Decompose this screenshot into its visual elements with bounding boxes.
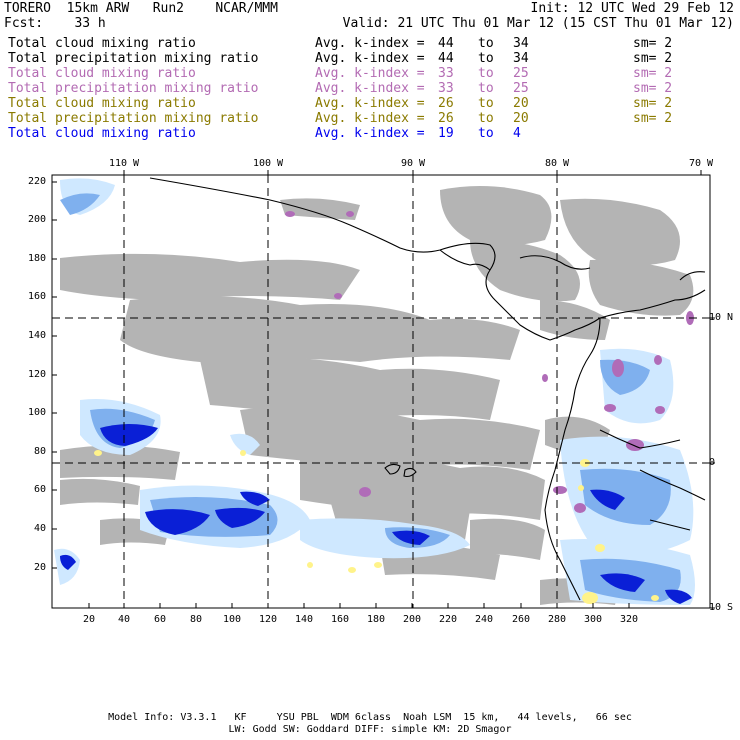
init-time: Init: 12 UTC Wed 29 Feb 12: [530, 1, 735, 16]
x-tick-label: 200: [402, 614, 422, 625]
cloud-field: [60, 186, 694, 605]
legend-from: 44: [438, 36, 454, 51]
x-tick-label: 180: [366, 614, 386, 625]
legend-kidx: Avg. k-index =: [315, 51, 425, 66]
y-tick-label: 80: [33, 446, 46, 457]
lat-label: 10 N: [709, 312, 734, 323]
legend-kidx: Avg. k-index =: [315, 36, 425, 51]
y-tick-label: 220: [27, 176, 46, 187]
lon-label: 70 W: [688, 158, 714, 169]
x-tick-label: 300: [583, 614, 603, 625]
legend-field: Total cloud mixing ratio: [8, 96, 196, 111]
x-tick-label: 100: [222, 614, 242, 625]
legend-from: 26: [438, 111, 454, 126]
y-tick-label: 100: [27, 407, 46, 418]
legend-sm: sm= 2: [633, 96, 673, 111]
x-tick-label: 80: [189, 614, 203, 625]
y-tick-label: 140: [27, 330, 46, 341]
lon-label: 90 W: [400, 158, 426, 169]
legend-from: 26: [438, 96, 454, 111]
lat-label: 10 S: [709, 602, 734, 613]
mid-k-index-field: [285, 211, 694, 513]
lat-label: 0: [709, 457, 716, 468]
x-tick-label: 260: [511, 614, 531, 625]
y-tick-label: 40: [33, 523, 46, 534]
forecast-hour: Fcst: 33 h: [4, 16, 106, 31]
legend-kidx: Avg. k-index =: [315, 66, 425, 81]
x-tick-label: 140: [294, 614, 314, 625]
legend-sm: sm= 2: [633, 111, 673, 126]
x-tick-label: 220: [438, 614, 458, 625]
legend-field: Total cloud mixing ratio: [8, 66, 196, 81]
legend-sm: sm= 2: [633, 36, 673, 51]
legend-to: to: [478, 126, 494, 141]
valid-time: Valid: 21 UTC Thu 01 Mar 12 (15 CST Thu …: [342, 16, 734, 31]
y-tick-label: 20: [33, 562, 46, 573]
legend-field: Total precipitation mixing ratio: [8, 111, 259, 126]
x-tick-label: 20: [82, 614, 96, 625]
legend-field: Total precipitation mixing ratio: [8, 51, 259, 66]
x-tick-label: 320: [619, 614, 639, 625]
legend-sm: sm= 2: [633, 51, 673, 66]
x-tick-label: 60: [153, 614, 167, 625]
physics-info: LW: Godd SW: Goddard DIFF: simple KM: 2D…: [228, 724, 512, 735]
legend-to: to: [478, 111, 494, 126]
legend-end: 25: [513, 81, 529, 96]
legend-end: 4: [513, 126, 521, 141]
model-info: Model Info: V3.3.1 KF YSU PBL WDM 6class…: [108, 712, 632, 723]
lon-label: 100 W: [252, 158, 284, 169]
legend-field: Total precipitation mixing ratio: [8, 81, 259, 96]
y-tick-label: 200: [27, 214, 46, 225]
legend-kidx: Avg. k-index =: [315, 126, 425, 141]
legend-kidx: Avg. k-index =: [315, 81, 425, 96]
legend-sm: sm= 2: [633, 66, 673, 81]
legend-field: Total cloud mixing ratio: [8, 36, 196, 51]
x-tick-label: 40: [117, 614, 131, 625]
legend-end: 25: [513, 66, 529, 81]
map-frame: [51, 174, 711, 609]
legend-sm: sm= 2: [633, 81, 673, 96]
legend-kidx: Avg. k-index =: [315, 111, 425, 126]
lon-label: 110 W: [108, 158, 140, 169]
legend-to: to: [478, 36, 494, 51]
y-tick-label: 160: [27, 291, 46, 302]
x-tick-label: 240: [474, 614, 494, 625]
low-k-index-field: [94, 450, 659, 604]
legend-field: Total cloud mixing ratio: [8, 126, 196, 141]
x-tick-label: 120: [258, 614, 278, 625]
y-tick-label: 60: [33, 484, 46, 495]
legend-to: to: [478, 96, 494, 111]
legend-from: 44: [438, 51, 454, 66]
x-tick-label: 160: [330, 614, 350, 625]
legend-kidx: Avg. k-index =: [315, 96, 425, 111]
deep-cloud-field: [60, 424, 692, 604]
lon-label: 80 W: [544, 158, 570, 169]
legend-to: to: [478, 66, 494, 81]
legend-end: 34: [513, 51, 529, 66]
legend-from: 33: [438, 81, 454, 96]
legend-from: 33: [438, 66, 454, 81]
legend-to: to: [478, 51, 494, 66]
legend-end: 20: [513, 111, 529, 126]
legend-end: 20: [513, 96, 529, 111]
legend-from: 19: [438, 126, 454, 141]
x-tick-label: 280: [547, 614, 567, 625]
model-title: TORERO 15km ARW Run2 NCAR/MMM: [4, 1, 278, 16]
y-tick-label: 120: [27, 369, 46, 380]
graticule: [52, 175, 710, 608]
legend-end: 34: [513, 36, 529, 51]
coastlines: [149, 177, 706, 601]
y-tick-label: 180: [27, 253, 46, 264]
legend-to: to: [478, 81, 494, 96]
